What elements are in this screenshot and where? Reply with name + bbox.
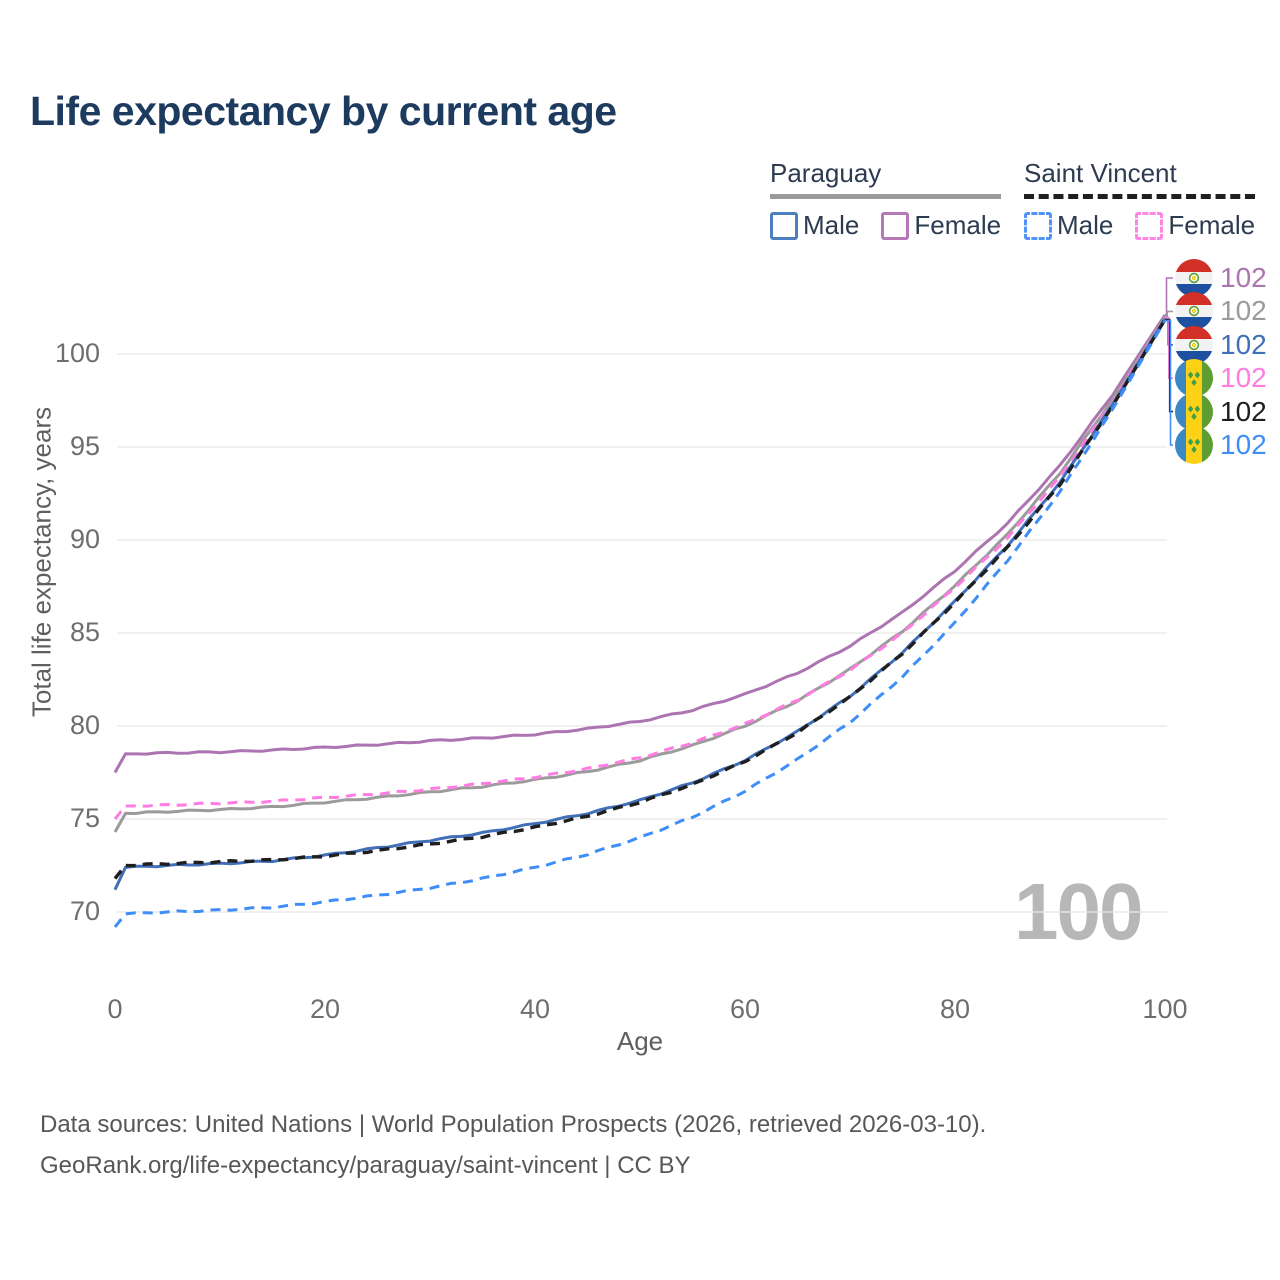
footer: Data sources: United Nations | World Pop… [40,1104,986,1186]
saint-vincent-flag-icon [1175,392,1213,431]
series-line-1 [113,314,1167,774]
series-line-6 [113,319,1167,928]
series-end-label-row: 102 [1175,392,1267,431]
y-tick-label: 100 [54,338,100,368]
y-tick-label: 75 [69,803,100,833]
attribution-line: GeoRank.org/life-expectancy/paraguay/sai… [40,1152,691,1179]
series-line-4 [113,316,1167,820]
legend-item-label: Male [803,210,860,240]
y-tick-label: 80 [69,710,100,740]
series-end-label-row: 102 [1175,259,1267,297]
y-axis-title: Total life expectancy, years [26,406,57,718]
x-tick-label: 40 [519,994,551,1024]
x-tick-label: 100 [1142,994,1188,1024]
legend-item-paraguay-female[interactable]: Female [881,210,1001,241]
legend-item-saint-vincent-male[interactable]: Male [1024,210,1113,241]
paraguay-line-swatch [770,194,1002,199]
series-line-3 [113,317,1167,891]
x-tick-label: 0 [107,994,123,1024]
saint-vincent-flag-icon [1175,359,1213,398]
saint-vincent-flag-icon [1175,426,1213,464]
end-value-label: 102 [1220,395,1267,427]
paraguay-flag-icon [1175,259,1213,297]
x-axis-title: Age [616,1026,664,1056]
series-line-2 [113,315,1167,833]
chart-area: 100 70 75 80 85 90 95 100 0 20 40 60 80 100 Total l… [26,259,1267,1056]
legend-item-label: Male [1057,210,1114,240]
legend-item-label: Female [1168,210,1256,240]
paraguay-female-checkbox[interactable] [881,211,910,240]
page-title: Life expectancy by current age [30,88,617,134]
y-tick-label: 90 [69,524,100,554]
legend-country-saint-vincent[interactable]: Saint Vincent [1024,158,1256,199]
series-end-label-row: 102 [1175,292,1267,331]
legend-group-paraguay: Paraguay Male Female [770,158,1002,241]
legend-item-paraguay-male[interactable]: Male [770,210,859,241]
series-end-label-row: 102 [1175,325,1267,364]
x-tick-label: 20 [309,994,341,1024]
y-tick-label: 85 [69,617,100,647]
legend-item-saint-vincent-female[interactable]: Female [1135,210,1255,241]
series-end-label-row: 102 [1175,426,1267,464]
paraguay-flag-icon [1175,325,1213,364]
legend-country-label: Paraguay [770,158,882,188]
paraguay-male-checkbox[interactable] [770,211,798,240]
legend-country-paraguay[interactable]: Paraguay [770,158,1002,199]
x-tick-label: 80 [939,994,971,1024]
end-value-label: 102 [1220,328,1267,360]
data-sources-line: Data sources: United Nations | World Pop… [40,1111,987,1138]
legend-group-saint-vincent: Saint Vincent Male Female [1024,158,1256,241]
legend-country-label: Saint Vincent [1024,158,1177,188]
series-end-label-row: 102 [1175,359,1267,398]
end-value-label: 102 [1220,262,1267,293]
y-tick-label: 95 [69,431,100,461]
legend-item-label: Female [914,210,1002,240]
saint-vincent-female-checkbox[interactable] [1135,211,1164,240]
end-value-label: 102 [1220,295,1267,327]
series-line-5 [113,318,1167,880]
end-value-label: 102 [1220,362,1267,394]
saint-vincent-male-checkbox[interactable] [1024,211,1052,240]
line-chart [113,277,1173,928]
saint-vincent-line-swatch [1024,194,1256,199]
paraguay-flag-icon [1175,292,1213,331]
y-tick-label: 70 [69,896,100,926]
x-tick-label: 60 [729,994,761,1024]
end-value-label: 102 [1220,429,1267,460]
